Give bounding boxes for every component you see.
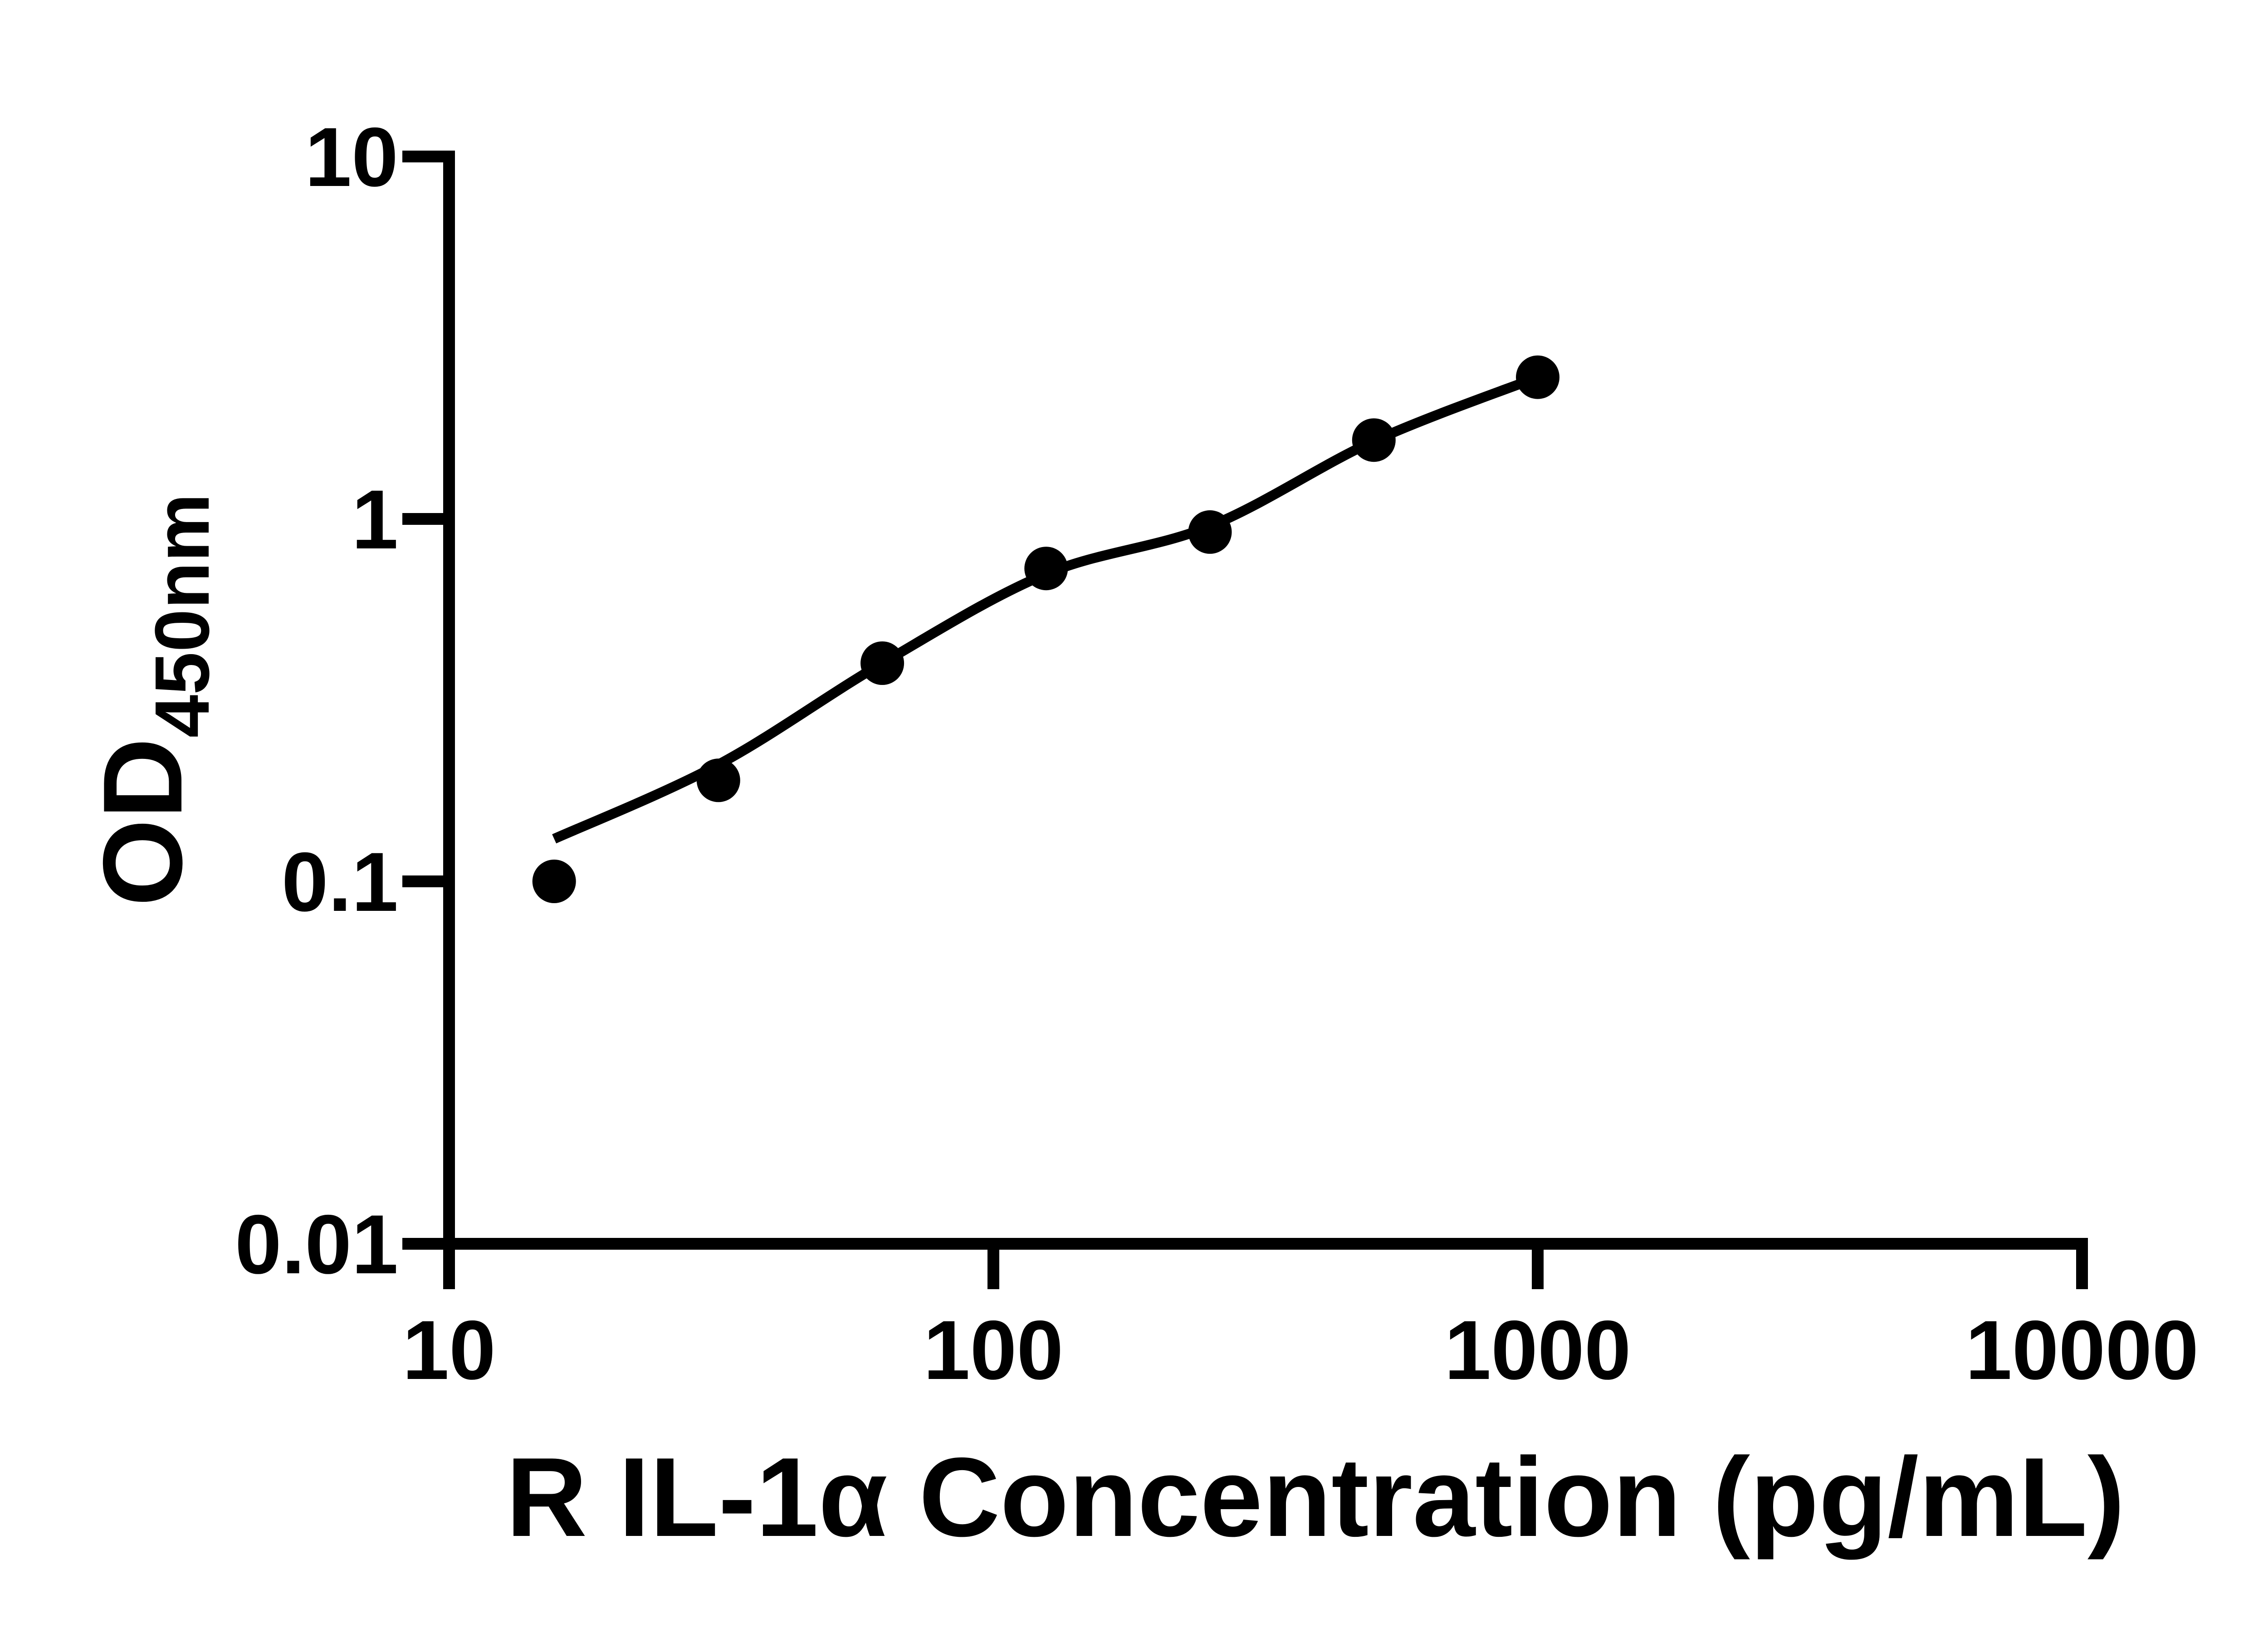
x-axis-title: R IL-1α Concentration (pg/mL) xyxy=(506,1434,2125,1560)
y-tick-label: 0.01 xyxy=(235,1198,398,1291)
x-tick-label: 1000 xyxy=(1444,1304,1631,1397)
y-axis-title: OD450nm xyxy=(79,494,225,907)
x-tick-label: 10000 xyxy=(1965,1304,2199,1397)
y-tick-label: 0.1 xyxy=(282,836,398,929)
x-tick-label: 10 xyxy=(402,1304,496,1397)
axes-layer xyxy=(402,151,2088,1289)
tick-labels-layer: 10 100 1000 10000 10 1 0.1 0.01 xyxy=(235,111,2199,1397)
x-tick-label: 100 xyxy=(924,1304,1064,1397)
y-axis-title-main: OD xyxy=(79,738,205,906)
y-tick-label: 10 xyxy=(305,111,398,204)
series-layer xyxy=(532,355,1559,903)
data-point xyxy=(860,641,904,685)
data-point xyxy=(1024,547,1068,591)
data-point xyxy=(1516,355,1559,399)
y-tick-label: 1 xyxy=(352,473,398,567)
y-axis-title-subscript: 450nm xyxy=(139,494,225,738)
data-point xyxy=(532,860,576,903)
data-point xyxy=(1188,510,1232,554)
data-point xyxy=(696,758,740,802)
data-point xyxy=(1352,418,1396,462)
